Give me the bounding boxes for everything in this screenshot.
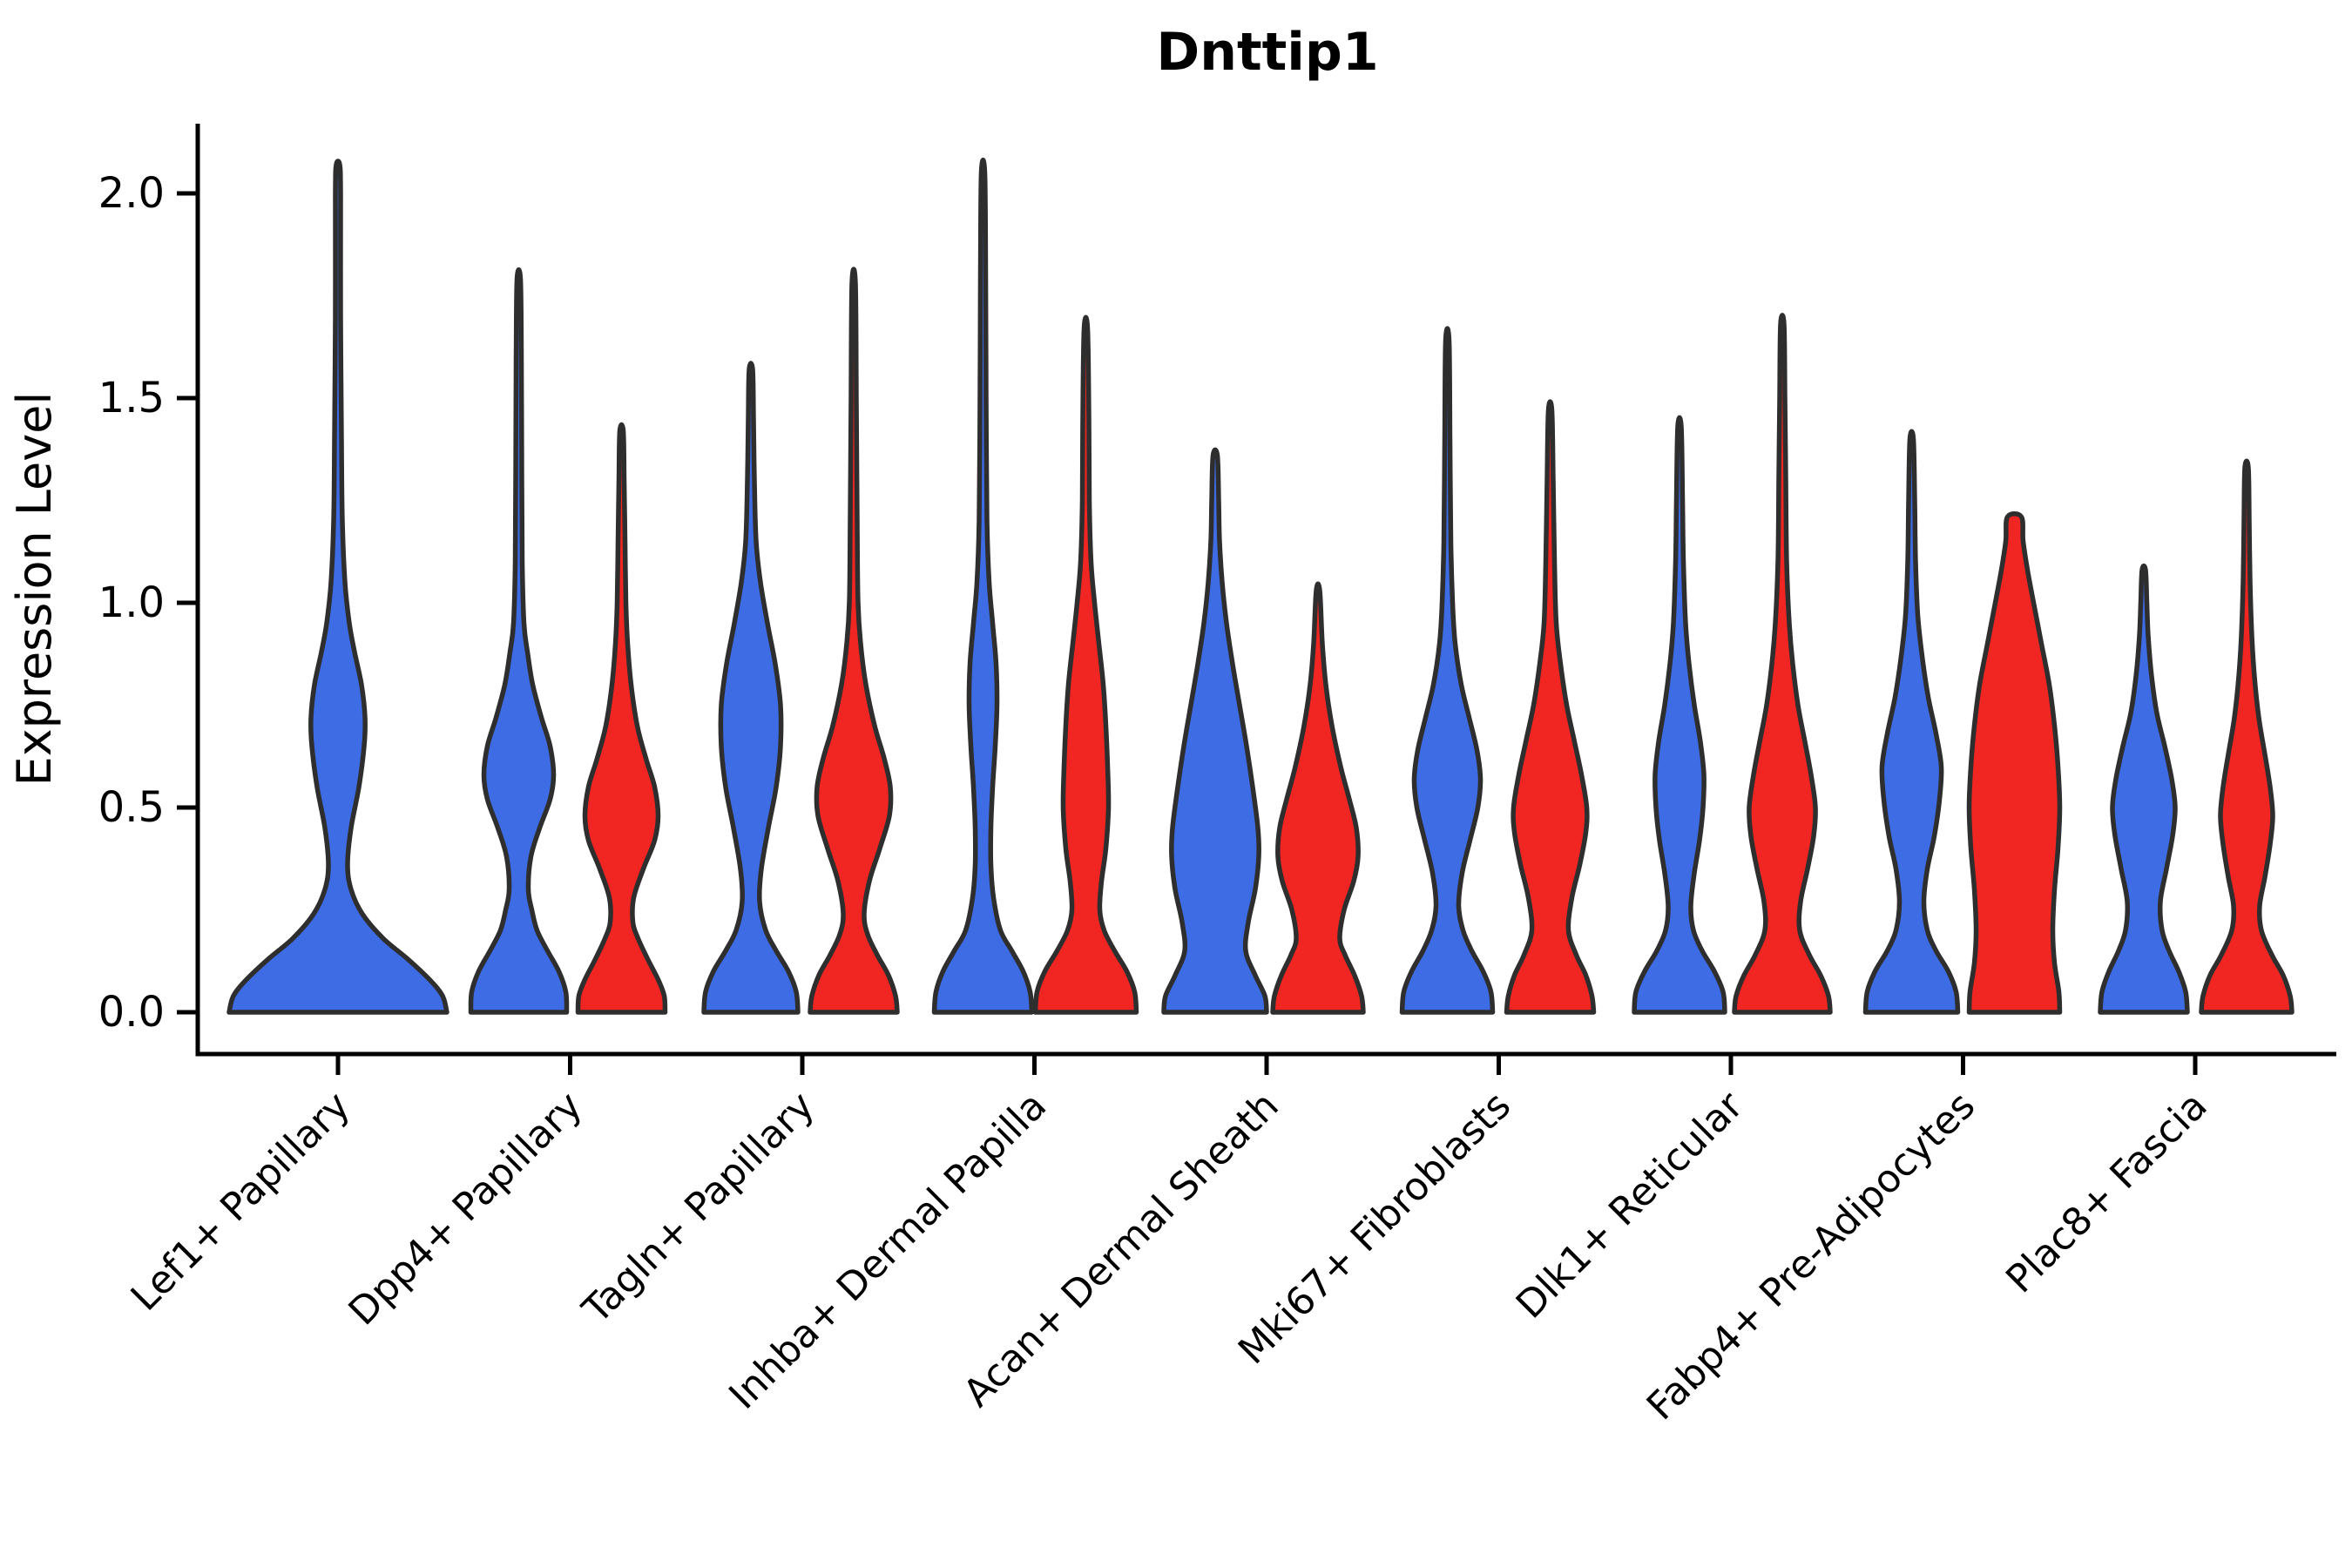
axis-spines [195,124,2336,1057]
x-tick-label: Tagln+ Papillary [574,1084,823,1333]
y-tick-label: 0.0 [98,988,165,1037]
violin-inhba+-red [1032,314,1139,1015]
violin-dpp4+-blue [468,267,570,1015]
x-tick-label: Lef1+ Papillary [123,1084,359,1320]
y-tick-labels: 0.0 0.5 1.0 1.5 2.0 [98,169,165,1037]
x-tick-label: Dlk1+ Reticular [1508,1083,1753,1328]
violin-tagln+-blue [701,361,801,1015]
y-tick-label: 2.0 [98,169,165,218]
violin-fabp4+-blue [1862,429,1961,1015]
violin-mki67+-red [1504,399,1597,1015]
x-tick-label: Plac8+ Fascia [1997,1084,2216,1302]
violin-inhba+-blue [931,158,1035,1015]
violin-plac8+-red [2199,458,2295,1015]
y-tick-label: 1.0 [98,578,165,627]
violin-dlk1+-red [1732,313,1833,1015]
violin-plac8+-blue [2098,563,2190,1015]
violin-acan+-blue [1161,447,1269,1015]
violin-acan+-red [1270,581,1366,1015]
violin-mki67+-blue [1399,326,1496,1015]
violin-lef1+-blue [226,159,449,1015]
violins-layer [226,158,2295,1015]
violin-tagln+-red [808,267,900,1015]
y-axis-label: Expression Level [7,392,62,787]
plot-title: Dnttip1 [1156,22,1378,83]
axes-layer [177,124,2336,1075]
y-tick-label: 1.5 [98,374,165,422]
y-tick-label: 0.5 [98,783,165,832]
violin-dlk1+-blue [1632,415,1727,1015]
violin-fabp4+-red [1966,511,2063,1015]
violin-dpp4+-red [575,422,668,1015]
x-tick-label: Dpp4+ Papillary [341,1084,591,1335]
